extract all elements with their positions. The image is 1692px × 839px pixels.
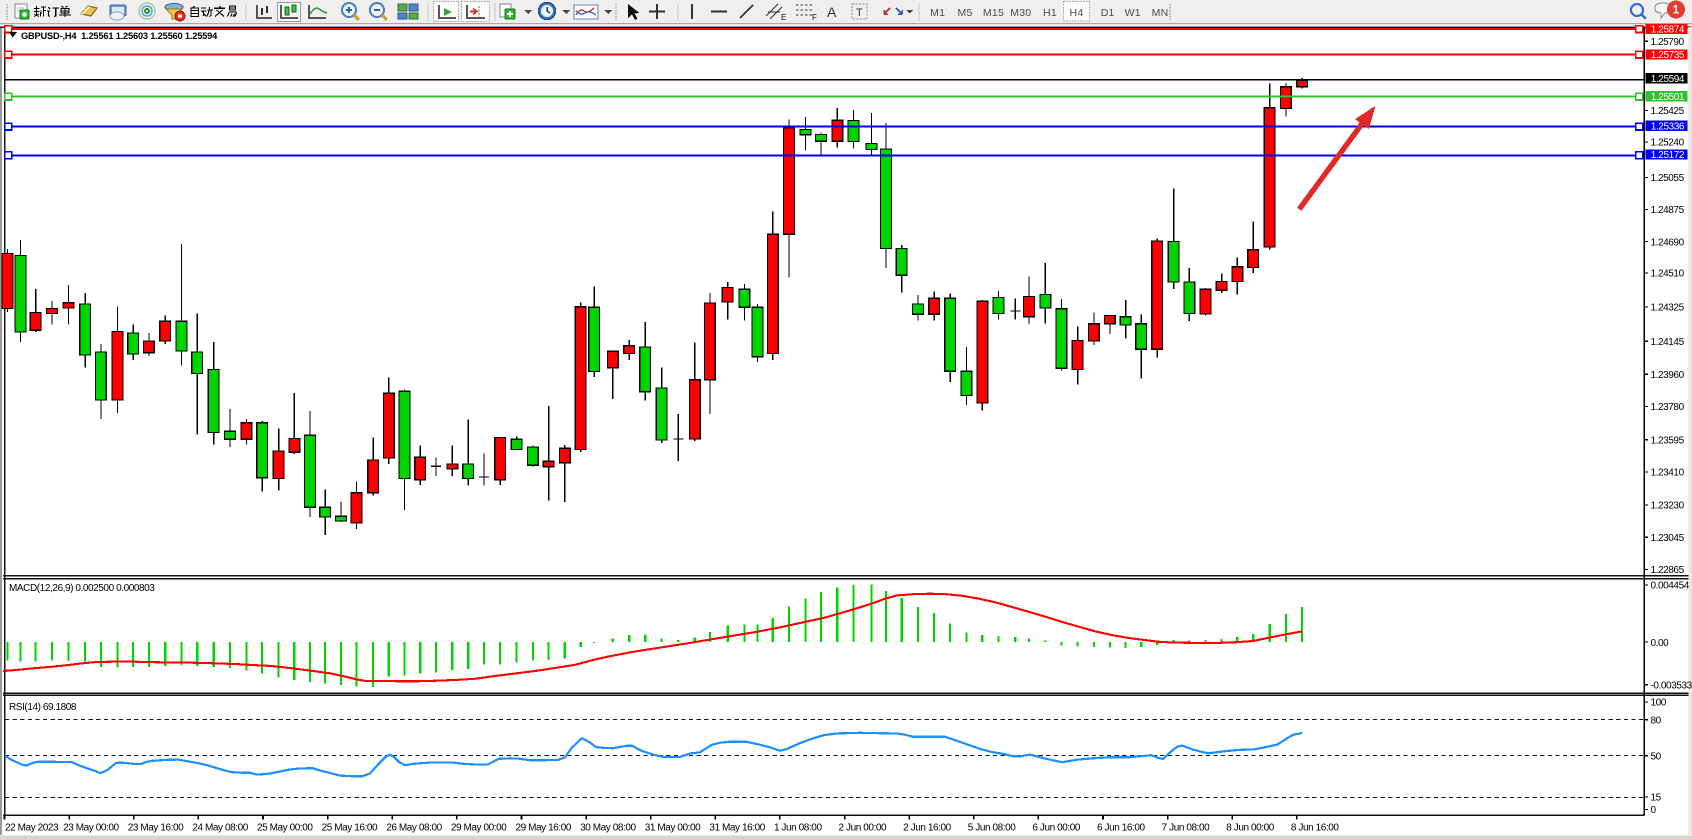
svg-text:1.25874: 1.25874: [1651, 25, 1685, 36]
svg-text:25 May 00:00: 25 May 00:00: [257, 823, 313, 834]
svg-text:M30: M30: [1010, 7, 1031, 19]
svg-text:1.23780: 1.23780: [1651, 402, 1685, 413]
svg-text:M1: M1: [930, 7, 945, 19]
svg-text:1.25735: 1.25735: [1651, 50, 1685, 61]
svg-text:1: 1: [1673, 5, 1680, 17]
svg-text:1.24325: 1.24325: [1651, 303, 1685, 314]
svg-text:-0.003533: -0.003533: [1651, 680, 1692, 691]
svg-text:100: 100: [1651, 698, 1667, 709]
svg-text:29 May 16:00: 29 May 16:00: [515, 823, 571, 834]
svg-text:25 May 16:00: 25 May 16:00: [322, 823, 378, 834]
svg-text:H1: H1: [1043, 7, 1057, 19]
svg-text:1.23045: 1.23045: [1651, 533, 1685, 544]
svg-text:8 Jun 16:00: 8 Jun 16:00: [1291, 823, 1340, 834]
svg-text:5 Jun 08:00: 5 Jun 08:00: [968, 823, 1017, 834]
svg-text:1.25425: 1.25425: [1651, 106, 1685, 117]
svg-text:6 Jun 16:00: 6 Jun 16:00: [1097, 823, 1146, 834]
svg-text:1.24145: 1.24145: [1651, 337, 1685, 348]
svg-text:M5: M5: [957, 7, 972, 19]
svg-text:1.22865: 1.22865: [1651, 565, 1685, 576]
svg-text:MN: MN: [1152, 7, 1169, 19]
svg-text:GBPUSD-,H4 1.25561 1.25603 1.: GBPUSD-,H4 1.25561 1.25603 1.25560 1.255…: [21, 31, 218, 41]
svg-text:A: A: [827, 4, 837, 20]
svg-text:0.004454: 0.004454: [1651, 581, 1690, 592]
svg-text:2 Jun 00:00: 2 Jun 00:00: [839, 823, 888, 834]
svg-text:24 May 08:00: 24 May 08:00: [192, 823, 248, 834]
svg-text:29 May 00:00: 29 May 00:00: [451, 823, 507, 834]
svg-text:80: 80: [1651, 716, 1662, 727]
svg-text:MACD(12,26,9) 0.002500 0.00080: MACD(12,26,9) 0.002500 0.000803: [9, 583, 155, 594]
svg-text:1.23960: 1.23960: [1651, 370, 1685, 381]
svg-text:D1: D1: [1101, 7, 1115, 19]
svg-text:1.25336: 1.25336: [1651, 122, 1685, 133]
svg-text:0.00: 0.00: [1651, 638, 1670, 649]
svg-text:RSI(14) 69.1808: RSI(14) 69.1808: [9, 702, 77, 713]
svg-text:8 Jun 00:00: 8 Jun 00:00: [1226, 823, 1275, 834]
svg-text:E: E: [781, 13, 786, 22]
svg-text:2 Jun 16:00: 2 Jun 16:00: [903, 823, 952, 834]
svg-text:23 May 00:00: 23 May 00:00: [63, 823, 119, 834]
svg-text:1.23410: 1.23410: [1651, 468, 1685, 479]
svg-text:T: T: [856, 7, 863, 19]
svg-text:1.25240: 1.25240: [1651, 138, 1685, 149]
svg-text:M15: M15: [983, 7, 1004, 19]
svg-text:H4: H4: [1070, 7, 1084, 19]
svg-text:31 May 00:00: 31 May 00:00: [645, 823, 701, 834]
svg-text:1.24690: 1.24690: [1651, 237, 1685, 248]
svg-text:F: F: [812, 13, 817, 22]
svg-text:22 May 2023: 22 May 2023: [5, 823, 59, 834]
svg-text:1.25790: 1.25790: [1651, 37, 1685, 48]
svg-text:1.24510: 1.24510: [1651, 269, 1685, 280]
svg-text:15: 15: [1651, 793, 1662, 804]
svg-text:50: 50: [1651, 751, 1662, 762]
svg-text:1.23230: 1.23230: [1651, 501, 1685, 512]
svg-text:W1: W1: [1125, 7, 1141, 19]
svg-text:1.25594: 1.25594: [1651, 74, 1685, 85]
svg-text:7 Jun 08:00: 7 Jun 08:00: [1162, 823, 1211, 834]
svg-text:1.25172: 1.25172: [1651, 150, 1685, 161]
svg-text:26 May 08:00: 26 May 08:00: [386, 823, 442, 834]
svg-text:1.24875: 1.24875: [1651, 205, 1685, 216]
svg-text:0: 0: [1651, 805, 1657, 816]
svg-text:30 May 08:00: 30 May 08:00: [580, 823, 636, 834]
svg-text:1.23595: 1.23595: [1651, 436, 1685, 447]
svg-text:23 May 16:00: 23 May 16:00: [128, 823, 184, 834]
svg-text:1.25055: 1.25055: [1651, 173, 1685, 184]
svg-text:6 Jun 00:00: 6 Jun 00:00: [1032, 823, 1081, 834]
svg-text:31 May 16:00: 31 May 16:00: [709, 823, 765, 834]
svg-text:1.25501: 1.25501: [1651, 92, 1685, 103]
svg-text:1 Jun 08:00: 1 Jun 08:00: [774, 823, 823, 834]
